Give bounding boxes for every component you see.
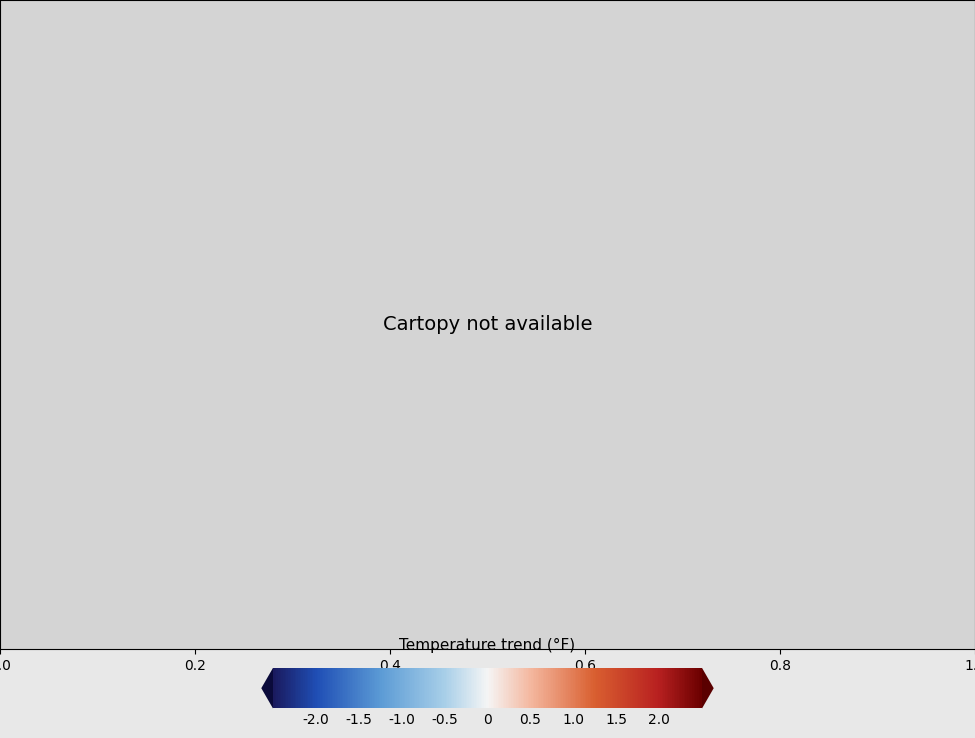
Text: Temperature trend (°F): Temperature trend (°F) [400,638,575,653]
Text: Cartopy not available: Cartopy not available [383,315,592,334]
